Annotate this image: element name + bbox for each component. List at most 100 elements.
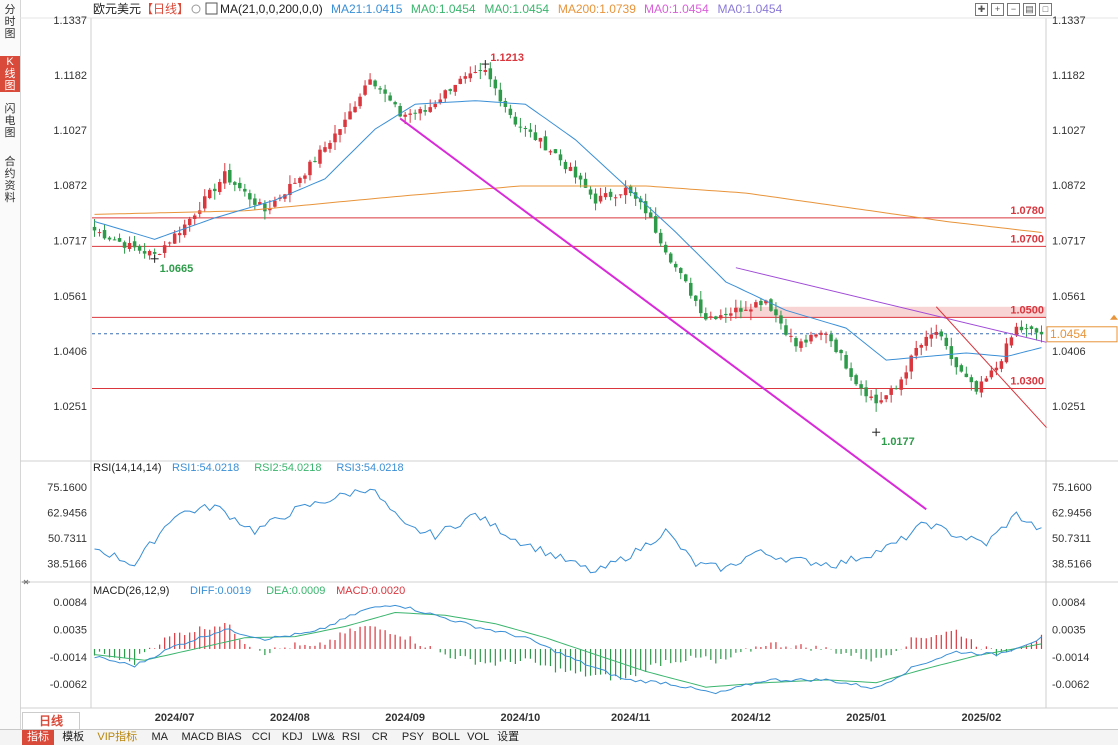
candle-body bbox=[127, 242, 132, 249]
indicator-tab-cci-6[interactable]: CCI bbox=[251, 731, 271, 743]
candle-body bbox=[769, 299, 773, 311]
indicator-tab--14[interactable]: 设置 bbox=[497, 731, 520, 743]
indicator-tab-lw-8[interactable]: LW& bbox=[311, 731, 335, 743]
candle-body bbox=[714, 316, 718, 319]
side-tab-2[interactable]: 闪电图 bbox=[4, 103, 16, 139]
candle-24 bbox=[213, 183, 217, 200]
candle-body bbox=[989, 370, 994, 378]
candle-body bbox=[794, 338, 798, 347]
rsi-tick-left-3: 38.5166 bbox=[47, 558, 87, 570]
candle-67 bbox=[428, 99, 432, 113]
candle-body bbox=[172, 233, 177, 244]
indicator-tab-ma-3[interactable]: MA bbox=[151, 731, 169, 743]
side-tab-3[interactable]: 合约资料 bbox=[4, 156, 16, 204]
macd-series-label-0: DIFF:0.0019 bbox=[190, 585, 251, 597]
candle-body bbox=[759, 300, 763, 306]
candle-body bbox=[648, 212, 653, 218]
indicator-tab-rsi-9[interactable]: RSI bbox=[341, 731, 361, 743]
candle-77 bbox=[478, 62, 483, 80]
rsi-series-label-2: RSI3:54.0218 bbox=[336, 462, 403, 474]
side-tab-0[interactable]: 分时图 bbox=[4, 4, 16, 40]
candle-body bbox=[518, 126, 523, 128]
indicator-tab-macd-4[interactable]: MACD bbox=[181, 731, 214, 743]
candle-35 bbox=[268, 200, 272, 215]
candle-body bbox=[438, 99, 442, 103]
candle-92 bbox=[553, 148, 558, 154]
candle-body bbox=[328, 142, 332, 149]
indicator-tab-bias-5[interactable]: BIAS bbox=[216, 731, 242, 743]
candle-body bbox=[558, 154, 563, 161]
candle-44 bbox=[313, 156, 317, 163]
candle-60 bbox=[393, 100, 397, 108]
crosshair-icon[interactable]: ✚ bbox=[975, 3, 988, 16]
candle-41 bbox=[298, 176, 302, 188]
candle-body bbox=[378, 88, 382, 90]
indicator-tab-vip-2[interactable]: VIP指标 bbox=[97, 731, 138, 743]
candle-123 bbox=[709, 311, 713, 320]
candle-body bbox=[974, 381, 979, 392]
zoom-in-icon[interactable]: + bbox=[991, 3, 1004, 16]
candle-27 bbox=[228, 163, 232, 185]
candle-body bbox=[248, 193, 252, 200]
candle-body bbox=[643, 201, 648, 214]
macd-settings-icon bbox=[22, 579, 30, 585]
indicator-tab--1[interactable]: 模板 bbox=[62, 731, 85, 743]
chart-toolbar: ✚ + − ▤ □ bbox=[972, 1, 1052, 17]
candle-93 bbox=[558, 149, 563, 166]
panel-icon[interactable]: ▤ bbox=[1023, 3, 1036, 16]
price-tick-right-5: 1.0561 bbox=[1052, 291, 1086, 303]
candle-87 bbox=[528, 123, 533, 138]
indicator-tab--0[interactable]: 指标 bbox=[22, 730, 54, 745]
candle-body bbox=[363, 85, 367, 95]
candle-104 bbox=[613, 194, 618, 207]
price-alert-icon bbox=[1110, 314, 1118, 320]
indicator-tab-boll-12[interactable]: BOLL bbox=[431, 731, 461, 743]
candle-body bbox=[874, 394, 878, 404]
candle-body bbox=[483, 70, 488, 72]
candle-body bbox=[528, 129, 533, 132]
candle-29 bbox=[238, 177, 242, 192]
indicator-tab-kdj-7[interactable]: KDJ bbox=[281, 731, 303, 743]
candle-body bbox=[388, 95, 392, 101]
candle-143 bbox=[809, 331, 813, 345]
candle-119 bbox=[689, 277, 693, 299]
candle-142 bbox=[804, 334, 808, 348]
candle-73 bbox=[458, 75, 463, 85]
candle-body bbox=[884, 395, 888, 400]
indicator-tab-vol-13[interactable]: VOL bbox=[467, 731, 490, 743]
zoom-out-icon[interactable]: − bbox=[1007, 3, 1020, 16]
candle-95 bbox=[568, 162, 573, 172]
candle-177 bbox=[979, 375, 984, 398]
period-selector[interactable]: 日线 bbox=[22, 712, 80, 730]
candle-body bbox=[909, 355, 913, 372]
candle-31 bbox=[248, 189, 252, 207]
candle-122 bbox=[704, 307, 708, 321]
candle-183 bbox=[1009, 335, 1014, 348]
candle-body bbox=[548, 151, 553, 153]
candle-body bbox=[488, 68, 493, 80]
candle-body bbox=[223, 171, 227, 184]
candle-body bbox=[568, 166, 573, 171]
candle-185 bbox=[1019, 320, 1024, 333]
candle-body bbox=[829, 334, 833, 342]
indicator-tab-cr-10[interactable]: CR bbox=[371, 731, 388, 743]
candle-body bbox=[368, 79, 372, 85]
candle-155 bbox=[869, 389, 873, 401]
maximize-icon[interactable]: □ bbox=[1039, 3, 1052, 16]
indicator-tab-psy-11[interactable]: PSY bbox=[401, 731, 424, 743]
candle-5 bbox=[117, 233, 122, 243]
candle-188 bbox=[1034, 327, 1039, 341]
price-tick-left-4: 1.0717 bbox=[53, 235, 87, 247]
candle-body bbox=[924, 336, 929, 346]
candle-159 bbox=[889, 385, 893, 403]
candle-body bbox=[268, 208, 272, 211]
candle-body bbox=[583, 178, 588, 188]
level-label-3: 1.0300 bbox=[1010, 376, 1044, 388]
price-tick-right-1: 1.1182 bbox=[1052, 70, 1085, 82]
candle-body bbox=[308, 161, 312, 176]
candle-body bbox=[303, 175, 307, 179]
candle-body bbox=[263, 203, 267, 212]
candle-body bbox=[343, 119, 347, 127]
